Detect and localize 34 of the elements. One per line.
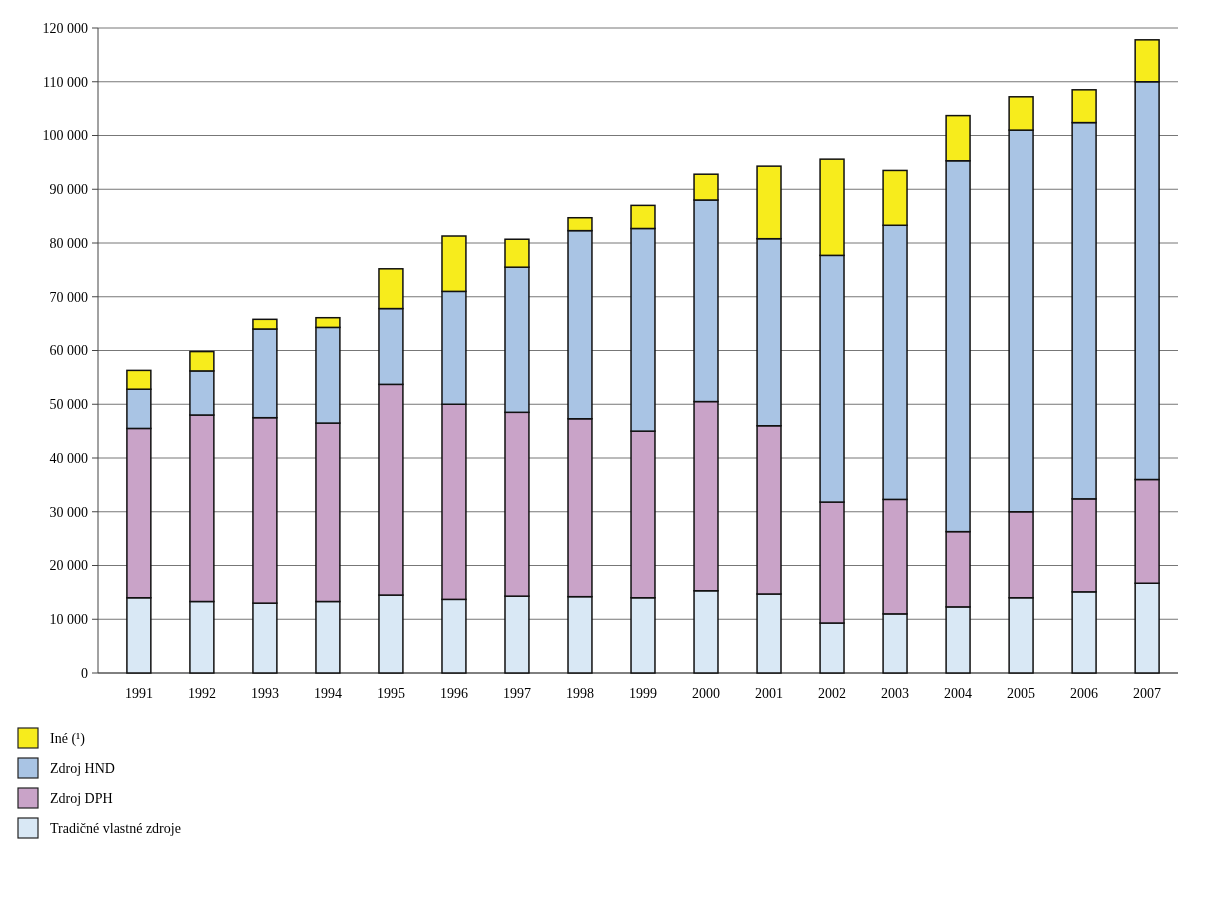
y-tick-label: 30 000 <box>49 504 88 520</box>
x-tick-label: 2007 <box>1133 686 1162 701</box>
x-tick-label: 2003 <box>881 686 910 701</box>
y-tick-label: 50 000 <box>49 397 88 413</box>
x-tick-label: 2005 <box>1007 686 1036 701</box>
x-tick-label: 1997 <box>502 686 531 701</box>
x-tick-label: 1993 <box>250 686 279 701</box>
x-tick-label: 1999 <box>629 686 657 701</box>
legend-label: Zdroj DPH <box>50 790 113 806</box>
y-tick-label: 80 000 <box>49 235 88 251</box>
y-tick-label: 70 000 <box>49 289 88 305</box>
x-tick-label: 2000 <box>692 686 721 701</box>
x-tick-label: 1994 <box>313 686 342 701</box>
y-tick-label: 10 000 <box>49 612 88 628</box>
y-tick-label: 90 000 <box>49 182 88 198</box>
x-tick-label: 2002 <box>818 686 847 701</box>
y-tick-label: 120 000 <box>42 20 88 36</box>
y-tick-label: 60 000 <box>49 343 88 359</box>
x-tick-label: 1995 <box>376 686 405 701</box>
x-tick-label: 1998 <box>565 686 594 701</box>
legend-label: Zdroj HND <box>50 760 115 776</box>
y-tick-label: 40 000 <box>49 450 88 466</box>
x-tick-label: 1991 <box>124 686 153 701</box>
y-tick-label: 110 000 <box>43 74 88 90</box>
x-tick-label: 1992 <box>187 686 216 701</box>
x-tick-label: 2004 <box>944 686 973 701</box>
y-tick-label: 100 000 <box>42 128 88 144</box>
y-tick-label: 0 <box>81 665 88 681</box>
x-tick-label: 1996 <box>439 686 468 701</box>
legend-label: Iné (¹) <box>50 730 86 747</box>
x-tick-label: 2006 <box>1070 686 1099 701</box>
y-tick-label: 20 000 <box>49 558 88 574</box>
legend-label: Tradičné vlastné zdroje <box>50 820 181 836</box>
x-tick-label: 2001 <box>755 686 784 701</box>
